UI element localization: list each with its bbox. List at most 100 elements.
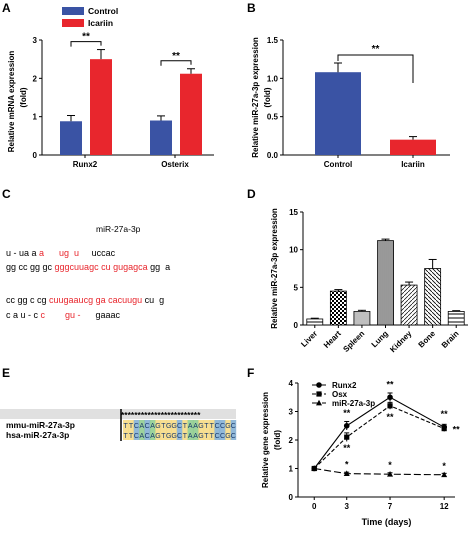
panel-e-base-cell bbox=[225, 430, 231, 440]
panel-e-base-cell bbox=[133, 430, 140, 440]
panel-e-base-cell bbox=[203, 430, 210, 440]
panel-e-base-cell bbox=[144, 430, 151, 440]
chart-d: 0 5 10 15 Relative miR-27a-3p expression Live… bbox=[270, 208, 468, 354]
panel-c-segment: gaaac bbox=[81, 310, 121, 320]
chart-f-legend-label: miR-27a-3p bbox=[332, 399, 375, 408]
panel-e-base-cell bbox=[219, 430, 226, 440]
panel-e-base-cell bbox=[128, 430, 134, 440]
panel-e-base-cell bbox=[176, 420, 183, 430]
panel-c-hairpin: miR-27a-3p u - ua a a ug u uccac gg cc gg … bbox=[6, 224, 170, 320]
panel-e-base-cell bbox=[209, 420, 215, 430]
chart-d-y-tick-label: 0 bbox=[294, 321, 299, 330]
chart-f-line-osx bbox=[313, 405, 445, 469]
chart-b-category-label: Icariin bbox=[401, 160, 425, 169]
chart-b-ylabel: Relative miR-27a-3p expression bbox=[251, 37, 260, 158]
panel-e-base-cell bbox=[187, 430, 194, 440]
chart-f-point-circle bbox=[343, 422, 350, 429]
chart-d-ylabel: Relative miR-27a-3p expression bbox=[270, 208, 279, 329]
panel-e-base-letter: C bbox=[215, 423, 220, 430]
panel-e-base-cell bbox=[198, 430, 204, 440]
panel-e-base-letter: A bbox=[193, 433, 198, 440]
chart-a-category-label: Osterix bbox=[161, 160, 189, 169]
chart-f-y-tick-label: 3 bbox=[289, 408, 294, 417]
chart-a-legend-label: Icariin bbox=[88, 18, 113, 28]
panel-e-base-letter: T bbox=[204, 433, 209, 440]
panel-e-base-letter: C bbox=[231, 423, 236, 430]
chart-f-x-tick-label: 3 bbox=[344, 502, 349, 511]
chart-f-y-tick-label: 0 bbox=[289, 493, 294, 502]
chart-b-category-label: Control bbox=[324, 160, 352, 169]
panel-e-base-cell bbox=[139, 420, 145, 430]
panel-e-conservation-stars: ************************ bbox=[121, 410, 201, 420]
panel-c-row: gg cc gg gc gggcuuagc cu gugagca gg a bbox=[6, 262, 170, 272]
panel-e-base-cell bbox=[171, 420, 178, 430]
chart-f-xlabel: Time (days) bbox=[362, 517, 412, 527]
panel-e-base-cell bbox=[160, 420, 167, 430]
panel-c-segment: gu - bbox=[45, 310, 81, 320]
panel-e-base-letter: T bbox=[129, 423, 134, 430]
panel-e-base-letter: T bbox=[124, 423, 129, 430]
panel-e-base-letter: G bbox=[198, 433, 203, 440]
chart-f-legend-marker bbox=[316, 399, 322, 406]
panel-e-base-letter: C bbox=[231, 433, 236, 440]
panel-e-base-cell bbox=[225, 420, 231, 430]
chart-d-category-label: Heart bbox=[322, 329, 343, 350]
panel-e-base-cell bbox=[214, 430, 221, 440]
chart-a-legend-swatch bbox=[62, 7, 84, 15]
chart-a-sig-stars: ** bbox=[172, 51, 180, 62]
panel-e-base-letter: T bbox=[204, 423, 209, 430]
panel-c-segment: c bbox=[41, 310, 46, 320]
panel-e-base-letter: T bbox=[183, 423, 188, 430]
chart-f-legend-label: Runx2 bbox=[332, 381, 357, 390]
chart-a-sig-bracket bbox=[70, 41, 102, 47]
chart-b-bar-icariin bbox=[390, 139, 436, 155]
chart-b: 0.0 0.5 1.0 1.5 Relative miR-27a-3p expressi… bbox=[251, 36, 450, 169]
chart-f-sig-stars: ** bbox=[387, 412, 395, 422]
panel-e-base-cell bbox=[182, 430, 188, 440]
chart-a: 0 1 2 3 Relative mRNA expression (fold) Runx2 *… bbox=[7, 6, 214, 169]
chart-d-category-label: Kidney bbox=[388, 329, 414, 355]
chart-f-sig-stars: ** bbox=[343, 443, 351, 453]
panel-e-base-cell bbox=[160, 430, 167, 440]
panel-e-base-letter: A bbox=[150, 423, 155, 430]
chart-b-y-tick-label: 1.5 bbox=[267, 36, 279, 45]
chart-a-bar-icariin bbox=[180, 73, 202, 155]
chart-f-legend-marker bbox=[316, 382, 322, 388]
chart-d-bar-bone bbox=[424, 268, 442, 326]
chart-d-category-label: Liver bbox=[299, 329, 319, 349]
chart-a-y-tick-label: 3 bbox=[33, 36, 38, 45]
panel-e-species-label: mmu-miR-27a-3p bbox=[6, 420, 75, 430]
chart-f-legend-marker bbox=[316, 391, 322, 397]
chart-f-y-tick-label: 4 bbox=[289, 379, 294, 388]
panel-e-base-cell bbox=[133, 420, 140, 430]
panel-e-base-cell bbox=[149, 430, 156, 440]
panel-e-base-letter: G bbox=[166, 423, 171, 430]
chart-f-sig-stars: * bbox=[442, 461, 446, 471]
panel-e-base-letter: T bbox=[210, 423, 215, 430]
panel-e-base-letter: A bbox=[139, 433, 144, 440]
panel-e-base-letter: G bbox=[166, 433, 171, 440]
chart-f-point-square bbox=[387, 403, 393, 409]
panel-e-alignment: ************************T T C A C A G T G G C T A A G T… bbox=[0, 409, 237, 441]
chart-a-legend-swatch bbox=[62, 19, 84, 27]
panel-e-base-letter: T bbox=[161, 433, 166, 440]
panel-e-base-cell bbox=[166, 420, 172, 430]
chart-f-legend-label: Osx bbox=[332, 390, 348, 399]
panel-c-segment: c a u - c bbox=[6, 310, 41, 320]
chart-f-x-tick-label: 7 bbox=[388, 502, 393, 511]
panel-e-base-letter: A bbox=[193, 423, 198, 430]
panel-label-b: B bbox=[247, 1, 256, 15]
panel-e-base-letter: A bbox=[150, 433, 155, 440]
panel-e-base-letter: C bbox=[145, 423, 150, 430]
chart-b-y-tick-label: 1.0 bbox=[267, 74, 279, 83]
chart-f-sig-stars: * bbox=[345, 460, 349, 470]
panel-e-base-letter: G bbox=[171, 433, 176, 440]
panel-e-base-letter: T bbox=[183, 433, 188, 440]
panel-e-base-letter: A bbox=[188, 423, 193, 430]
chart-b-sig-stars: ** bbox=[372, 44, 380, 55]
chart-b-bar-control bbox=[315, 72, 361, 155]
chart-f-point-square bbox=[344, 434, 350, 440]
chart-a-category-label: Runx2 bbox=[73, 160, 98, 169]
panel-e-base-letter: C bbox=[215, 433, 220, 440]
